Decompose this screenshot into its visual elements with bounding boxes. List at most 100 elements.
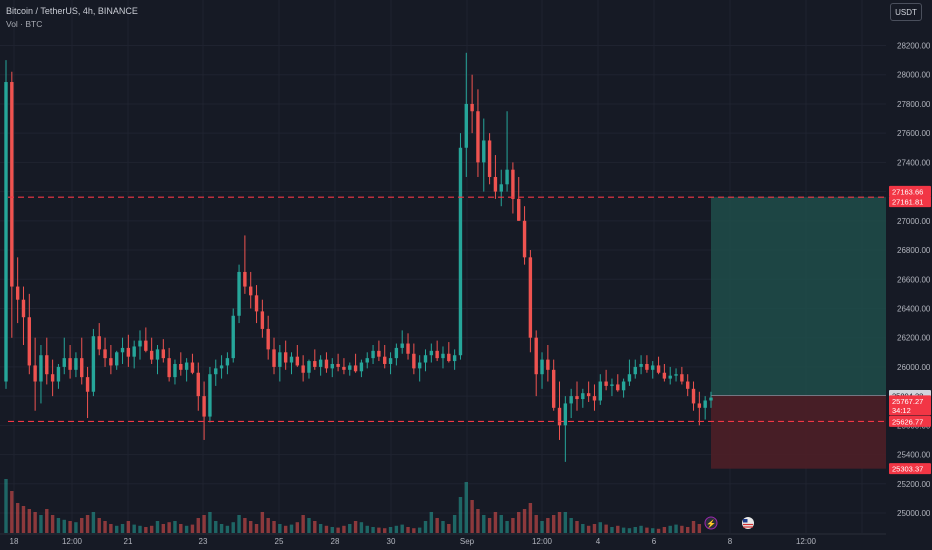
candle-body[interactable] xyxy=(359,362,364,372)
candle-body[interactable] xyxy=(586,393,591,397)
candle-body[interactable] xyxy=(243,271,247,287)
target-zone[interactable] xyxy=(711,196,886,396)
candle-body[interactable] xyxy=(417,362,422,369)
candle-body[interactable] xyxy=(149,350,154,360)
candle-body[interactable] xyxy=(50,374,55,382)
lightning-event-icon[interactable] xyxy=(704,516,718,530)
candle-body[interactable] xyxy=(429,350,434,356)
candle-body[interactable] xyxy=(301,365,305,373)
candle-body[interactable] xyxy=(74,358,78,370)
candle-body[interactable] xyxy=(499,184,503,192)
candle-body[interactable] xyxy=(318,359,323,367)
candle-body[interactable] xyxy=(4,82,8,382)
candle-body[interactable] xyxy=(353,365,358,372)
candle-body[interactable] xyxy=(616,384,620,391)
candle-body[interactable] xyxy=(138,340,142,347)
candle-body[interactable] xyxy=(10,82,14,287)
candle-body[interactable] xyxy=(109,358,113,366)
stop-loss-zone[interactable] xyxy=(711,395,886,469)
candle-body[interactable] xyxy=(604,381,608,386)
candle-body[interactable] xyxy=(394,347,399,359)
candle-body[interactable] xyxy=(214,368,218,375)
candle-body[interactable] xyxy=(254,295,259,312)
candle-body[interactable] xyxy=(27,317,32,366)
candle-body[interactable] xyxy=(685,381,690,389)
candle-body[interactable] xyxy=(517,198,521,221)
candle-body[interactable] xyxy=(569,396,573,404)
candle-body[interactable] xyxy=(522,220,527,258)
candle-body[interactable] xyxy=(388,358,393,364)
candle-body[interactable] xyxy=(231,315,235,359)
candle-body[interactable] xyxy=(144,340,148,351)
candle-body[interactable] xyxy=(546,359,550,370)
candle-body[interactable] xyxy=(85,377,90,392)
candle-body[interactable] xyxy=(464,103,468,148)
candle-body[interactable] xyxy=(645,363,649,370)
candle-body[interactable] xyxy=(283,352,288,363)
candle-body[interactable] xyxy=(278,352,282,367)
candle-body[interactable] xyxy=(598,381,602,401)
candle-body[interactable] xyxy=(115,352,119,366)
candle-body[interactable] xyxy=(184,362,189,370)
candle-body[interactable] xyxy=(330,363,334,369)
candle-body[interactable] xyxy=(441,353,445,359)
candle-body[interactable] xyxy=(621,381,626,391)
currency-button[interactable]: USDT xyxy=(890,3,922,21)
candle-body[interactable] xyxy=(371,350,375,359)
candle-body[interactable] xyxy=(97,336,101,350)
candle-body[interactable] xyxy=(45,355,49,375)
candle-body[interactable] xyxy=(674,374,678,376)
candle-body[interactable] xyxy=(249,286,253,296)
candle-body[interactable] xyxy=(155,349,160,360)
candle-body[interactable] xyxy=(365,358,369,363)
candle-body[interactable] xyxy=(412,353,416,369)
candle-body[interactable] xyxy=(167,358,171,378)
candle-body[interactable] xyxy=(557,407,562,426)
candle-body[interactable] xyxy=(324,359,329,369)
candle-body[interactable] xyxy=(627,374,632,382)
candle-body[interactable] xyxy=(691,388,696,404)
candle-body[interactable] xyxy=(91,336,96,392)
candle-body[interactable] xyxy=(487,140,492,177)
candle-body[interactable] xyxy=(219,365,224,369)
candle-body[interactable] xyxy=(272,349,276,367)
candle-body[interactable] xyxy=(307,361,311,373)
candle-body[interactable] xyxy=(289,356,294,363)
candle-body[interactable] xyxy=(639,363,643,367)
candle-body[interactable] xyxy=(383,356,387,364)
candle-body[interactable] xyxy=(423,355,428,363)
candle-body[interactable] xyxy=(458,147,463,356)
candle-body[interactable] xyxy=(697,403,702,408)
candle-body[interactable] xyxy=(196,372,200,397)
candle-body[interactable] xyxy=(551,369,556,408)
candle-body[interactable] xyxy=(161,349,166,359)
candle-body[interactable] xyxy=(511,169,515,199)
price-axis[interactable] xyxy=(886,0,932,550)
candle-body[interactable] xyxy=(179,363,183,370)
candle-body[interactable] xyxy=(266,328,270,350)
candle-body[interactable] xyxy=(400,343,404,348)
candle-body[interactable] xyxy=(336,363,340,367)
candle-body[interactable] xyxy=(342,366,346,370)
candle-body[interactable] xyxy=(39,355,43,382)
candle-body[interactable] xyxy=(33,365,37,382)
candle-body[interactable] xyxy=(202,396,206,417)
candle-body[interactable] xyxy=(126,347,131,357)
candle-body[interactable] xyxy=(540,359,544,375)
candle-body[interactable] xyxy=(313,361,317,367)
candle-body[interactable] xyxy=(581,393,585,400)
candle-body[interactable] xyxy=(633,366,637,375)
candle-body[interactable] xyxy=(534,337,538,375)
candle-body[interactable] xyxy=(120,347,125,353)
candle-body[interactable] xyxy=(680,374,684,382)
candle-body[interactable] xyxy=(528,257,533,338)
candle-body[interactable] xyxy=(260,311,265,329)
candle-body[interactable] xyxy=(62,358,66,367)
candle-body[interactable] xyxy=(348,365,352,370)
candle-body[interactable] xyxy=(575,396,579,400)
candle-body[interactable] xyxy=(610,384,614,386)
candle-body[interactable] xyxy=(80,358,84,378)
candle-body[interactable] xyxy=(651,365,655,370)
candle-body[interactable] xyxy=(406,343,410,354)
